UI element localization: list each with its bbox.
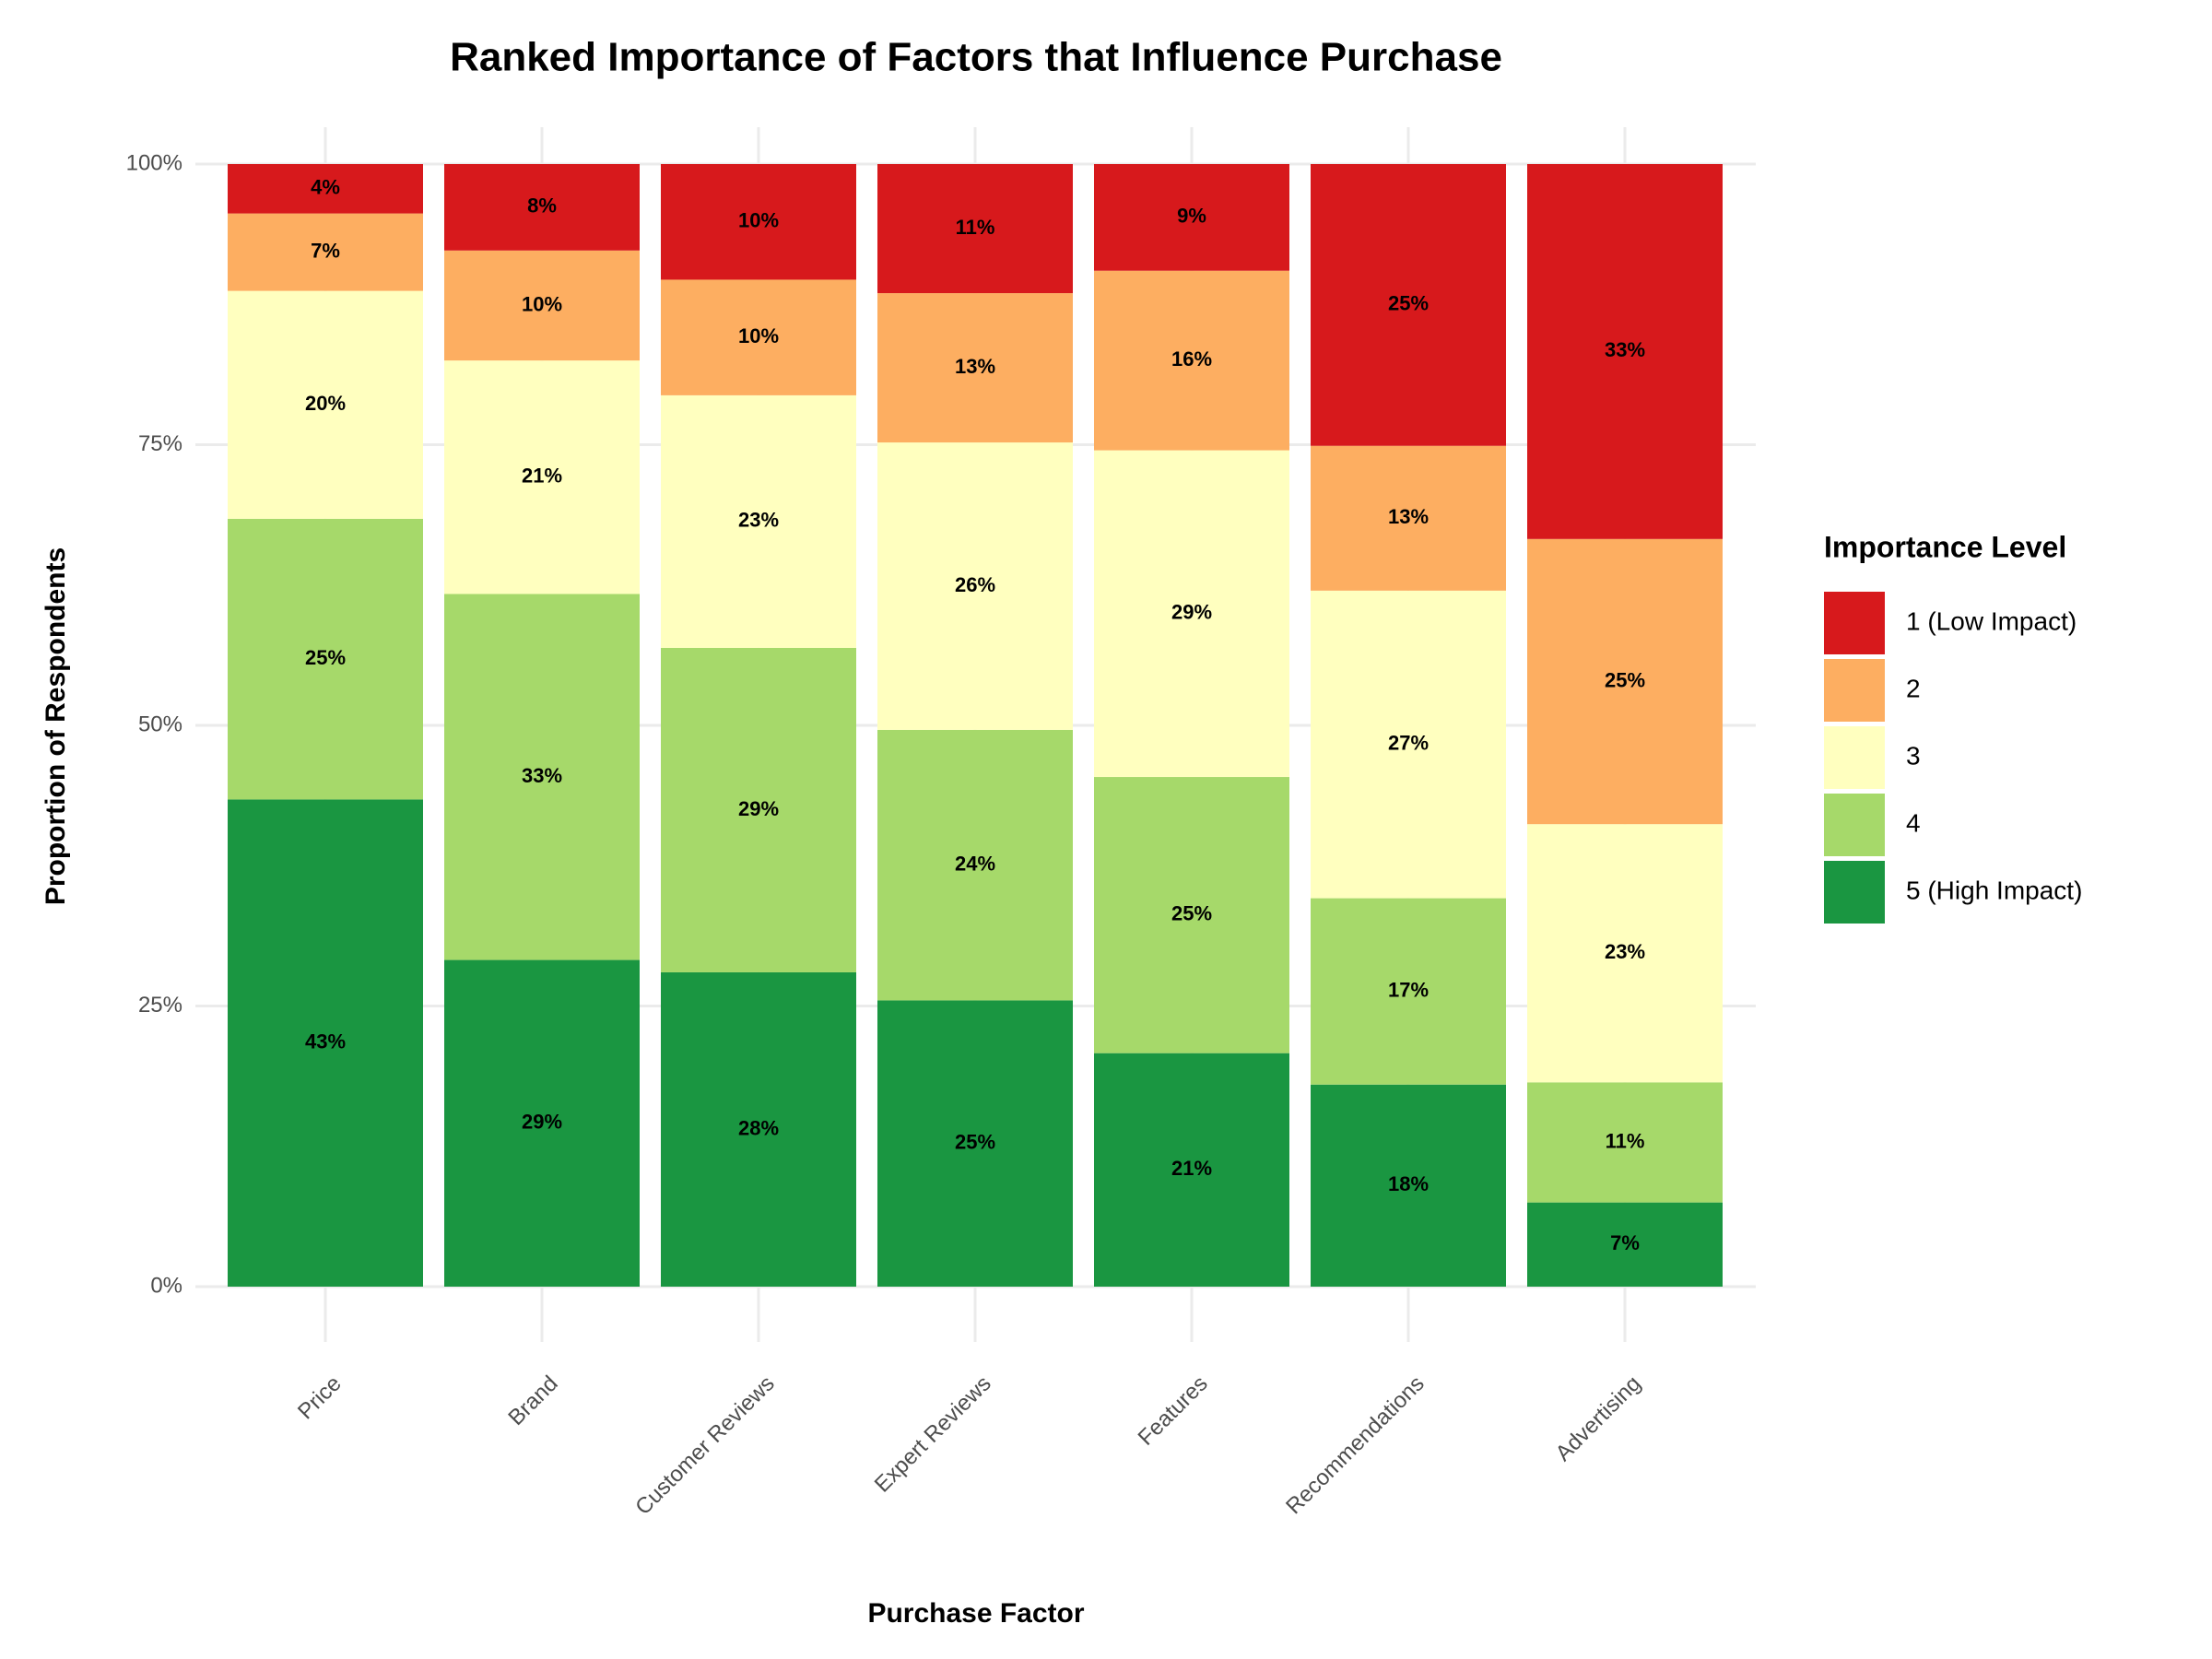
bar-segment <box>1094 1053 1289 1287</box>
data-label: 27% <box>1388 732 1429 755</box>
y-tick-label: 100% <box>126 150 182 175</box>
bar-segment <box>661 164 856 280</box>
x-tick-label: Recommendations <box>1281 1371 1430 1520</box>
data-label: 4% <box>311 176 340 199</box>
x-tick-label: Price <box>293 1371 347 1425</box>
bar-segment <box>228 799 423 1287</box>
legend-key <box>1824 794 1885 856</box>
bar-segment <box>444 250 640 361</box>
data-label: 10% <box>522 292 562 315</box>
y-tick-label: 0% <box>150 1273 182 1298</box>
legend-key <box>1824 726 1885 789</box>
bar-segment <box>444 360 640 594</box>
data-label: 29% <box>738 797 779 820</box>
data-label: 26% <box>955 573 995 596</box>
data-label: 25% <box>1388 292 1429 315</box>
bar-segment <box>661 647 856 972</box>
data-label: 33% <box>522 764 562 787</box>
bar-segment <box>1094 270 1289 451</box>
bar-segment <box>877 293 1073 443</box>
bar-segment <box>1094 777 1289 1053</box>
data-label: 29% <box>522 1111 562 1134</box>
data-label: 7% <box>1610 1231 1640 1254</box>
data-label: 20% <box>305 392 346 415</box>
data-label: 28% <box>738 1116 779 1139</box>
data-label: 25% <box>955 1131 995 1154</box>
data-label: 18% <box>1388 1172 1429 1195</box>
legend-key <box>1824 592 1885 654</box>
x-tick-label: Brand <box>503 1371 562 1430</box>
bar-segment <box>228 164 423 214</box>
y-axis-label: Proportion of Respondents <box>41 547 71 905</box>
y-tick-label: 50% <box>138 712 182 736</box>
x-tick-label: Advertising <box>1551 1371 1646 1466</box>
legend-label: 1 (Low Impact) <box>1906 606 2077 635</box>
legend-key <box>1824 659 1885 722</box>
bar-segment <box>1527 538 1723 825</box>
data-label: 24% <box>955 852 995 875</box>
bar-segment <box>1311 590 1506 899</box>
bar-segment <box>661 394 856 648</box>
data-label: 11% <box>956 216 995 239</box>
data-label: 17% <box>1388 978 1429 1001</box>
bar-segment <box>1527 1082 1723 1203</box>
data-label: 23% <box>738 509 779 532</box>
y-tick-label: 25% <box>138 993 182 1018</box>
legend-title: Importance Level <box>1824 530 2066 563</box>
data-label: 33% <box>1605 338 1645 361</box>
bar-segment <box>661 971 856 1287</box>
data-label: 13% <box>955 355 995 378</box>
data-label: 7% <box>311 239 340 262</box>
data-label: 25% <box>1605 668 1645 691</box>
bar-segment <box>1311 164 1506 446</box>
data-label: 8% <box>527 194 557 218</box>
bar-segment <box>1527 164 1723 539</box>
chart-title: Ranked Importance of Factors that Influe… <box>450 35 1502 80</box>
legend-label: 3 <box>1906 741 1921 770</box>
bar-segment <box>444 959 640 1287</box>
bar-segment <box>1094 450 1289 778</box>
bar-segment <box>1094 164 1289 271</box>
bar-segment <box>444 164 640 251</box>
bar-segment <box>1311 445 1506 591</box>
data-label: 21% <box>522 465 562 488</box>
bar-segment <box>1311 1084 1506 1287</box>
legend-label: 2 <box>1906 674 1921 702</box>
data-label: 43% <box>305 1030 346 1053</box>
bar-segment <box>877 164 1073 294</box>
bar-segment <box>1527 1202 1723 1287</box>
x-axis-label: Purchase Factor <box>867 1598 1084 1629</box>
data-label: 10% <box>738 324 779 347</box>
bar-segment <box>444 594 640 960</box>
bar-segment <box>1311 898 1506 1085</box>
bar-segment <box>877 442 1073 730</box>
bar-segment <box>661 279 856 395</box>
bar-segment <box>228 213 423 291</box>
data-label: 9% <box>1177 205 1206 228</box>
data-label: 11% <box>1606 1129 1645 1152</box>
x-tick-label: Expert Reviews <box>870 1371 996 1498</box>
bar-segment <box>228 290 423 519</box>
data-label: 23% <box>1605 940 1645 963</box>
bar-segment <box>877 729 1073 1001</box>
data-label: 13% <box>1388 505 1429 528</box>
legend-label: 4 <box>1906 808 1921 837</box>
data-label: 16% <box>1171 347 1212 371</box>
legend-label: 5 (High Impact) <box>1906 876 2082 904</box>
data-label: 25% <box>1171 902 1212 925</box>
bar-segment <box>1527 824 1723 1083</box>
data-label: 21% <box>1171 1157 1212 1180</box>
x-tick-label: Features <box>1134 1371 1213 1451</box>
bar-segment <box>877 1000 1073 1287</box>
data-label: 29% <box>1171 601 1212 624</box>
data-label: 25% <box>305 646 346 669</box>
y-tick-label: 75% <box>138 431 182 456</box>
x-tick-label: Customer Reviews <box>630 1371 779 1520</box>
data-label: 10% <box>738 209 779 232</box>
legend-key <box>1824 861 1885 924</box>
bar-segment <box>228 518 423 800</box>
